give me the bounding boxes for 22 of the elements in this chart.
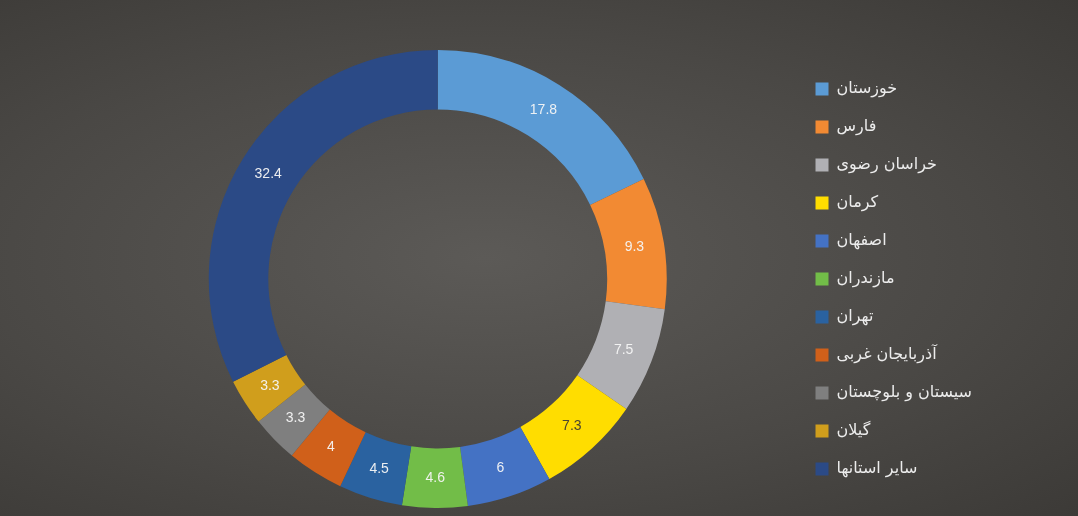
data-label: 4.5 [369, 460, 390, 477]
data-label: 9.3 [624, 238, 645, 255]
data-label: 6 [496, 458, 505, 475]
data-label: 4 [327, 438, 336, 455]
legend-label: گیلان [836, 420, 871, 440]
data-label: 32.4 [254, 165, 283, 182]
data-label: 7.5 [613, 341, 634, 358]
legend-label: سیستان و بلوچستان [836, 382, 973, 403]
data-label: 17.8 [529, 100, 558, 117]
legend-label: کرمان [836, 192, 879, 213]
data-label: 4.6 [425, 469, 446, 486]
data-label: 7.3 [562, 417, 582, 434]
legend-label: خوزستان [836, 78, 898, 99]
legend-label: اصفهان [836, 230, 887, 251]
legend-label: آذربایجان غربی [836, 344, 939, 365]
data-label: 3.3 [285, 409, 306, 426]
legend-label: خراسان رضوی [836, 154, 937, 175]
legend-label: مازندران [836, 268, 895, 289]
legend-label: فارس [836, 116, 877, 137]
legend-label: تهران [836, 306, 874, 327]
data-label: 3.3 [260, 377, 280, 394]
legend-label: سایر استانها [836, 458, 918, 479]
